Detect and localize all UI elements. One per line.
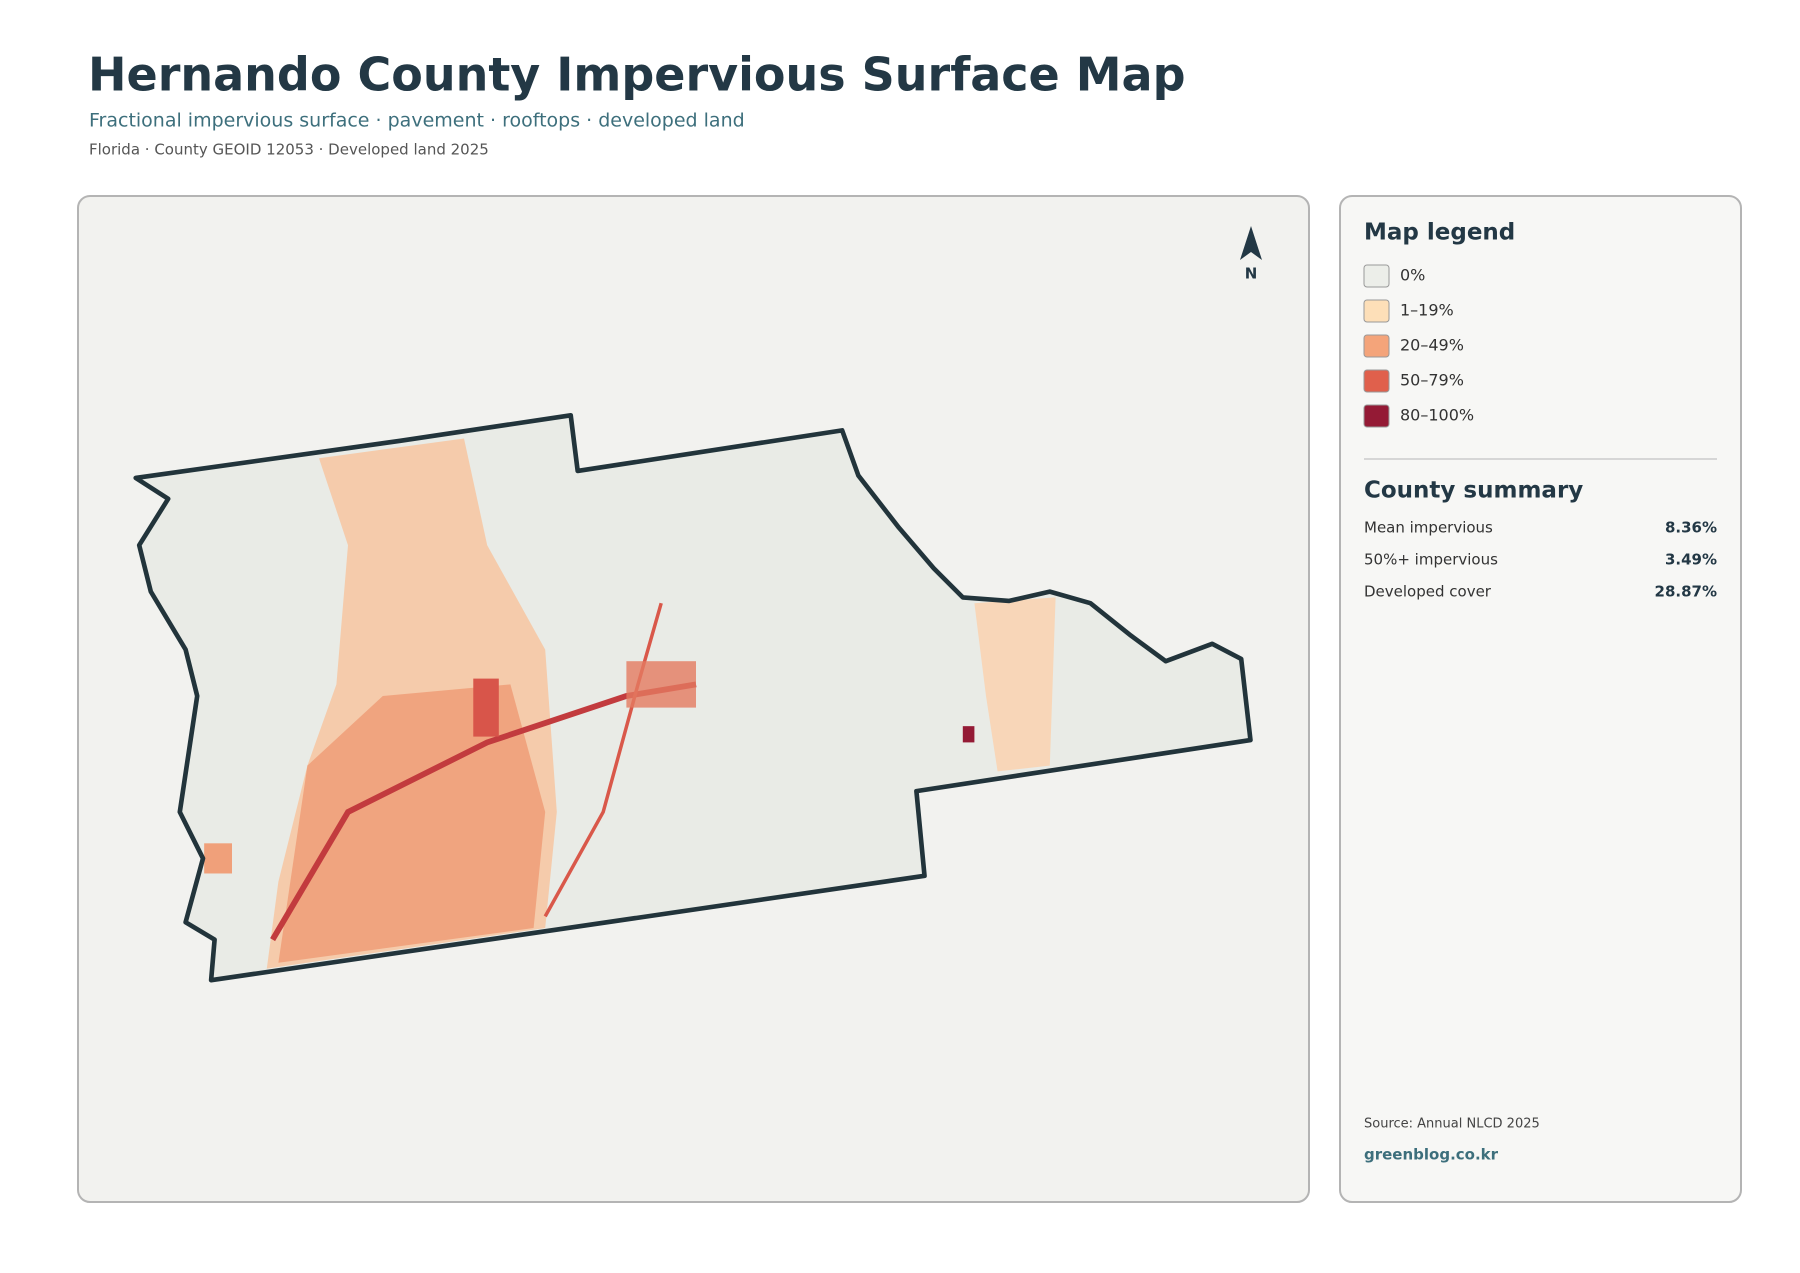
legend-label: 80–100% bbox=[1400, 406, 1474, 425]
legend-title: Map legend bbox=[1364, 220, 1515, 246]
legend-swatch bbox=[1363, 334, 1390, 358]
legend: 0% 1–19% 20–49% 50–79% 80–100% bbox=[1363, 264, 1474, 428]
county-map bbox=[133, 412, 1253, 983]
corridor bbox=[543, 602, 663, 918]
legend-swatch bbox=[1363, 264, 1390, 288]
county-outline bbox=[133, 412, 1253, 983]
legend-swatch bbox=[1363, 369, 1390, 393]
summary-label: 50%+ impervious bbox=[1364, 551, 1498, 569]
subtitle: Fractional impervious surface · pavement… bbox=[89, 110, 745, 132]
summary-value: 28.87% bbox=[1655, 583, 1717, 601]
summary-label: Developed cover bbox=[1364, 583, 1492, 601]
north-label: N bbox=[1245, 265, 1258, 283]
title: Hernando County Impervious Surface Map bbox=[88, 48, 1186, 102]
source: Source: Annual NLCD 2025 bbox=[1364, 1117, 1540, 1132]
legend-label: 1–19% bbox=[1400, 301, 1454, 320]
north-arrow bbox=[1240, 226, 1262, 260]
legend-label: 50–79% bbox=[1400, 371, 1464, 390]
legend-label: 20–49% bbox=[1400, 336, 1464, 355]
legend-swatch bbox=[1363, 404, 1390, 428]
side-panel bbox=[1339, 195, 1742, 1203]
developed-east bbox=[974, 597, 1056, 772]
summary-title: County summary bbox=[1364, 478, 1583, 504]
developed-block bbox=[473, 678, 499, 737]
developed-block bbox=[204, 843, 232, 874]
summary-value: 8.36% bbox=[1665, 519, 1717, 537]
site: greenblog.co.kr bbox=[1364, 1146, 1499, 1164]
summary-label: Mean impervious bbox=[1364, 519, 1493, 537]
summary-value: 3.49% bbox=[1665, 551, 1717, 569]
developed-block bbox=[962, 726, 975, 743]
legend-swatch bbox=[1363, 299, 1390, 323]
developed-south bbox=[278, 684, 546, 963]
summary: Mean impervious 8.36% 50%+ impervious 3.49%… bbox=[1364, 519, 1717, 601]
developed-town bbox=[626, 661, 696, 708]
meta: Florida · County GEOID 12053 · Developed… bbox=[89, 141, 489, 159]
legend-label: 0% bbox=[1400, 266, 1425, 285]
